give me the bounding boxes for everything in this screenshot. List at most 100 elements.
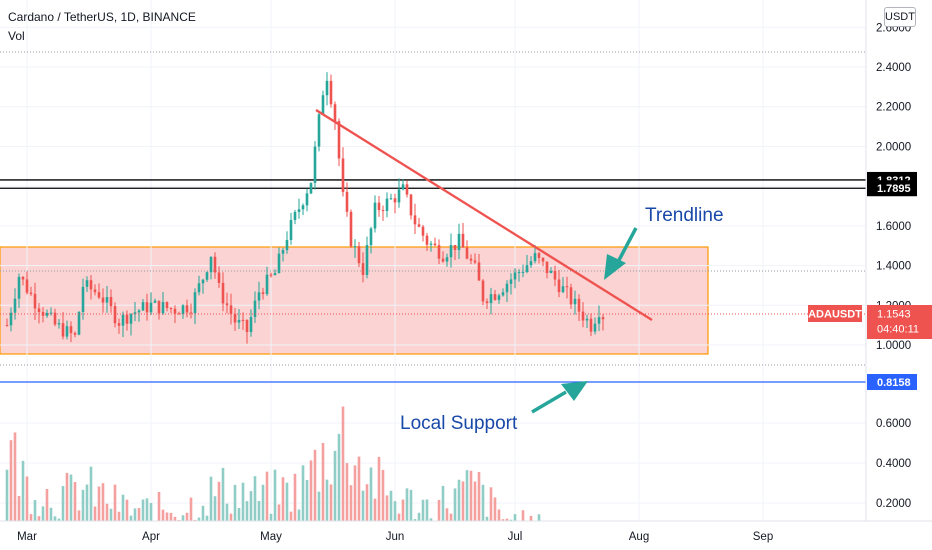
candle-body [45, 312, 49, 316]
time-tick-label: Mar [17, 531, 37, 543]
candle-body [137, 310, 141, 313]
candle [337, 118, 341, 166]
candle-body [581, 311, 585, 321]
candle [433, 237, 437, 247]
candle-body [537, 253, 541, 258]
volume-bar [505, 518, 509, 521]
candle-body [353, 246, 357, 248]
volume-bar [317, 491, 321, 521]
volume-bar [129, 515, 133, 521]
candle-body [409, 194, 413, 216]
candle [489, 287, 493, 315]
volume-bar [201, 505, 205, 521]
currency-button[interactable]: USDT [884, 7, 916, 27]
candle-body [241, 319, 245, 321]
volume-bar [513, 514, 517, 521]
candle [137, 309, 141, 322]
candle [241, 312, 245, 330]
time-tick-label: May [260, 531, 282, 543]
volume-bar [13, 432, 17, 521]
volume-bar [149, 503, 153, 521]
volume-bar [241, 482, 245, 521]
candle-body [173, 308, 177, 314]
current-price: 1.1543 [877, 309, 911, 321]
volume-bar [45, 489, 49, 521]
candle-body [565, 286, 569, 288]
candle-body [477, 262, 481, 281]
local-support-annotation: Local Support [400, 413, 518, 434]
candle [249, 309, 253, 337]
candle-body [297, 209, 301, 213]
candle-body [349, 211, 353, 247]
candle [77, 310, 81, 336]
volume-bar [345, 463, 349, 521]
volume-bar [125, 499, 129, 521]
candle-body [73, 333, 77, 335]
volume-bar [377, 456, 381, 521]
volume-tick-label: 0.2000 [876, 498, 911, 510]
candle [529, 256, 533, 268]
candle [109, 289, 113, 313]
volume-indicator-label[interactable]: Vol [8, 29, 25, 43]
candle [465, 240, 469, 260]
candle-body [65, 326, 69, 337]
candle [69, 321, 73, 343]
volume-bar [133, 508, 137, 521]
candle-body [517, 272, 521, 274]
candle [21, 276, 25, 286]
candle-body [117, 323, 121, 326]
support-arrow-icon [531, 381, 588, 414]
candle [257, 281, 261, 310]
volume-bar [301, 465, 305, 521]
chart-title: Cardano / TetherUS, 1D, BINANCE [8, 10, 196, 24]
volume-tick-label: 0.4000 [876, 458, 911, 470]
volume-bar [217, 481, 221, 521]
candle [569, 283, 573, 309]
candle-body [541, 257, 545, 262]
volume-bar [325, 479, 329, 521]
candle-body [225, 303, 229, 306]
candle-body [549, 270, 553, 273]
volume-bar [489, 487, 493, 521]
candle-body [389, 198, 393, 200]
volume-bar [309, 460, 313, 521]
candle [461, 222, 465, 248]
candle [577, 294, 581, 322]
volume-bar [121, 494, 125, 521]
candle [413, 203, 417, 235]
candle [545, 261, 549, 279]
price-label-text: 0.8158 [877, 377, 911, 389]
candle-body [285, 240, 289, 251]
candle [525, 254, 529, 274]
time-axis[interactable]: Mar Apr May Jun Jul Aug Sep [17, 531, 773, 543]
volume-bar [349, 485, 353, 521]
trendline[interactable] [315, 108, 653, 322]
candle-body [357, 246, 361, 264]
candle-body [489, 294, 493, 304]
volume-bar [461, 481, 465, 521]
volume-bar [233, 484, 237, 521]
candle [157, 300, 161, 320]
volume-bar [425, 499, 429, 521]
candle [329, 74, 333, 108]
candle [437, 239, 441, 265]
candle [229, 293, 233, 325]
candle-body [429, 243, 433, 245]
volume-bar [257, 501, 261, 521]
volume-bar [97, 486, 101, 521]
candle-body [89, 280, 93, 290]
candle [57, 319, 61, 329]
volume-bar [85, 484, 89, 521]
volume-bar [69, 474, 73, 521]
candle-body [249, 316, 253, 333]
candle-body [289, 220, 293, 241]
candle-body [209, 256, 213, 273]
candle-body [273, 273, 277, 276]
time-tick-label: Jun [386, 531, 405, 543]
price-label-text: 1.7895 [877, 183, 911, 195]
candle-body [165, 302, 169, 309]
candle-body [189, 312, 193, 314]
candle [197, 275, 201, 296]
